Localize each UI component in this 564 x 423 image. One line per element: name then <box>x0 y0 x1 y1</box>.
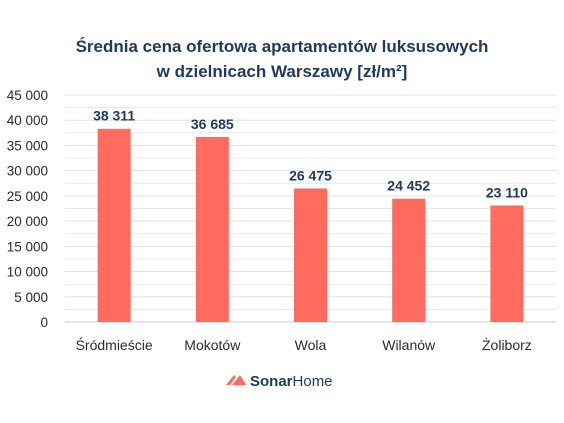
y-tick-label: 20 000 <box>7 214 48 229</box>
bar <box>97 128 131 322</box>
y-tick-label: 15 000 <box>7 239 48 254</box>
category-label: Wola <box>295 337 327 353</box>
y-tick-label: 0 <box>40 315 48 330</box>
category-label: Wilanów <box>382 337 436 353</box>
sonarhome-logo: SonarHome <box>226 373 333 390</box>
gridlines <box>65 94 556 323</box>
y-axis: 0 5 000 10 000 15 000 20 000 25 000 30 000 35 0… <box>7 88 48 330</box>
chart-title-line: Średnia cena ofertowa apartamentów luksu… <box>76 37 489 56</box>
x-axis: Śródmieście Mokotów Wola Wilanów Żoliborz <box>76 336 532 353</box>
bar <box>490 205 524 322</box>
data-labels: 38 311 36 685 26 475 24 452 23 110 <box>93 108 528 201</box>
data-label: 38 311 <box>93 108 135 124</box>
bar <box>294 188 327 322</box>
bars <box>97 128 524 322</box>
y-tick-label: 40 000 <box>7 113 48 128</box>
bar <box>392 198 426 322</box>
brand-name: SonarHome <box>250 373 333 390</box>
y-tick-label: 10 000 <box>7 265 48 280</box>
brand-name-strong: Sonar <box>250 373 293 390</box>
y-tick-label: 25 000 <box>7 189 48 204</box>
data-label: 36 685 <box>191 116 234 132</box>
data-label: 24 452 <box>387 178 430 194</box>
y-tick-label: 30 000 <box>7 164 48 179</box>
chart-title: Średnia cena ofertowa apartamentów luksu… <box>76 37 489 81</box>
category-label: Śródmieście <box>76 336 153 353</box>
data-label: 23 110 <box>486 184 528 200</box>
category-label: Mokotów <box>184 337 241 353</box>
chart-title-line: w dzielnicach Warszawy [zł/m²] <box>156 62 408 81</box>
bar <box>195 136 229 322</box>
y-tick-label: 45 000 <box>7 88 48 103</box>
brand-name-rest: Home <box>293 373 333 390</box>
sonarhome-logo-icon <box>226 375 246 385</box>
y-tick-label: 5 000 <box>14 290 48 305</box>
y-tick-label: 35 000 <box>7 138 48 153</box>
category-label: Żoliborz <box>482 336 532 353</box>
data-label: 26 475 <box>289 167 332 183</box>
